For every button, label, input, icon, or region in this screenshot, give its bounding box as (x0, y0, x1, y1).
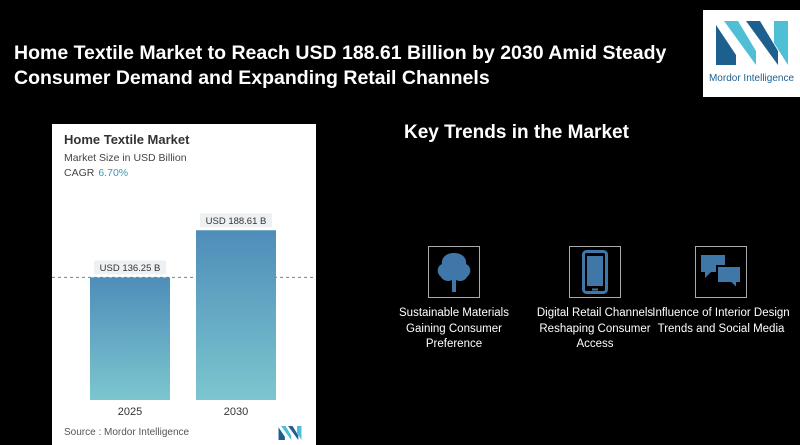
cagr-value: 6.70% (98, 167, 129, 179)
bar-2025 (90, 277, 170, 400)
chart-subtitle: Market Size in USD Billion (64, 152, 187, 164)
trend-item-sustainable: Sustainable Materials Gaining Consumer P… (379, 246, 529, 353)
trend-label: Sustainable Materials Gaining Consumer P… (399, 307, 509, 350)
trends-title: Key Trends in the Market (404, 122, 629, 143)
x-tick-label: 2025 (118, 406, 142, 418)
chart-card: Home Textile Market Market Size in USD B… (52, 124, 316, 445)
chart-title: Home Textile Market (64, 132, 190, 147)
tree-icon (428, 246, 480, 298)
smartphone-icon (569, 246, 621, 298)
headline: Home Textile Market to Reach USD 188.61 … (14, 42, 667, 89)
cagr-label: CAGR (64, 167, 95, 179)
chart-cagr: CAGR 6.70% (64, 167, 128, 179)
bar-2030 (196, 230, 276, 400)
data-label: USD 188.61 B (206, 216, 267, 227)
mordor-logo: Mordor Intelligence (703, 10, 800, 97)
mordor-logo-icon (716, 21, 788, 65)
trend-label: Digital Retail Channels Reshaping Consum… (536, 307, 654, 350)
x-tick-label: 2030 (224, 406, 248, 418)
data-label-bg (94, 260, 166, 275)
source-text: Source : Mordor Intelligence (64, 427, 190, 438)
bar-chart: USD 136.25 B 2025 USD 188.61 B 2030 (52, 213, 316, 418)
logo-text: Mordor Intelligence (708, 73, 795, 84)
trend-label: Influence of Interior Design Trends and … (652, 307, 790, 335)
trend-item-digital-retail: Digital Retail Channels Reshaping Consum… (520, 246, 670, 353)
trend-item-interior-design: Influence of Interior Design Trends and … (646, 246, 796, 337)
data-label: USD 136.25 B (100, 263, 161, 274)
data-label-bg (200, 213, 272, 228)
chat-bubbles-icon (695, 246, 747, 298)
mordor-small-logo-icon (278, 426, 302, 440)
